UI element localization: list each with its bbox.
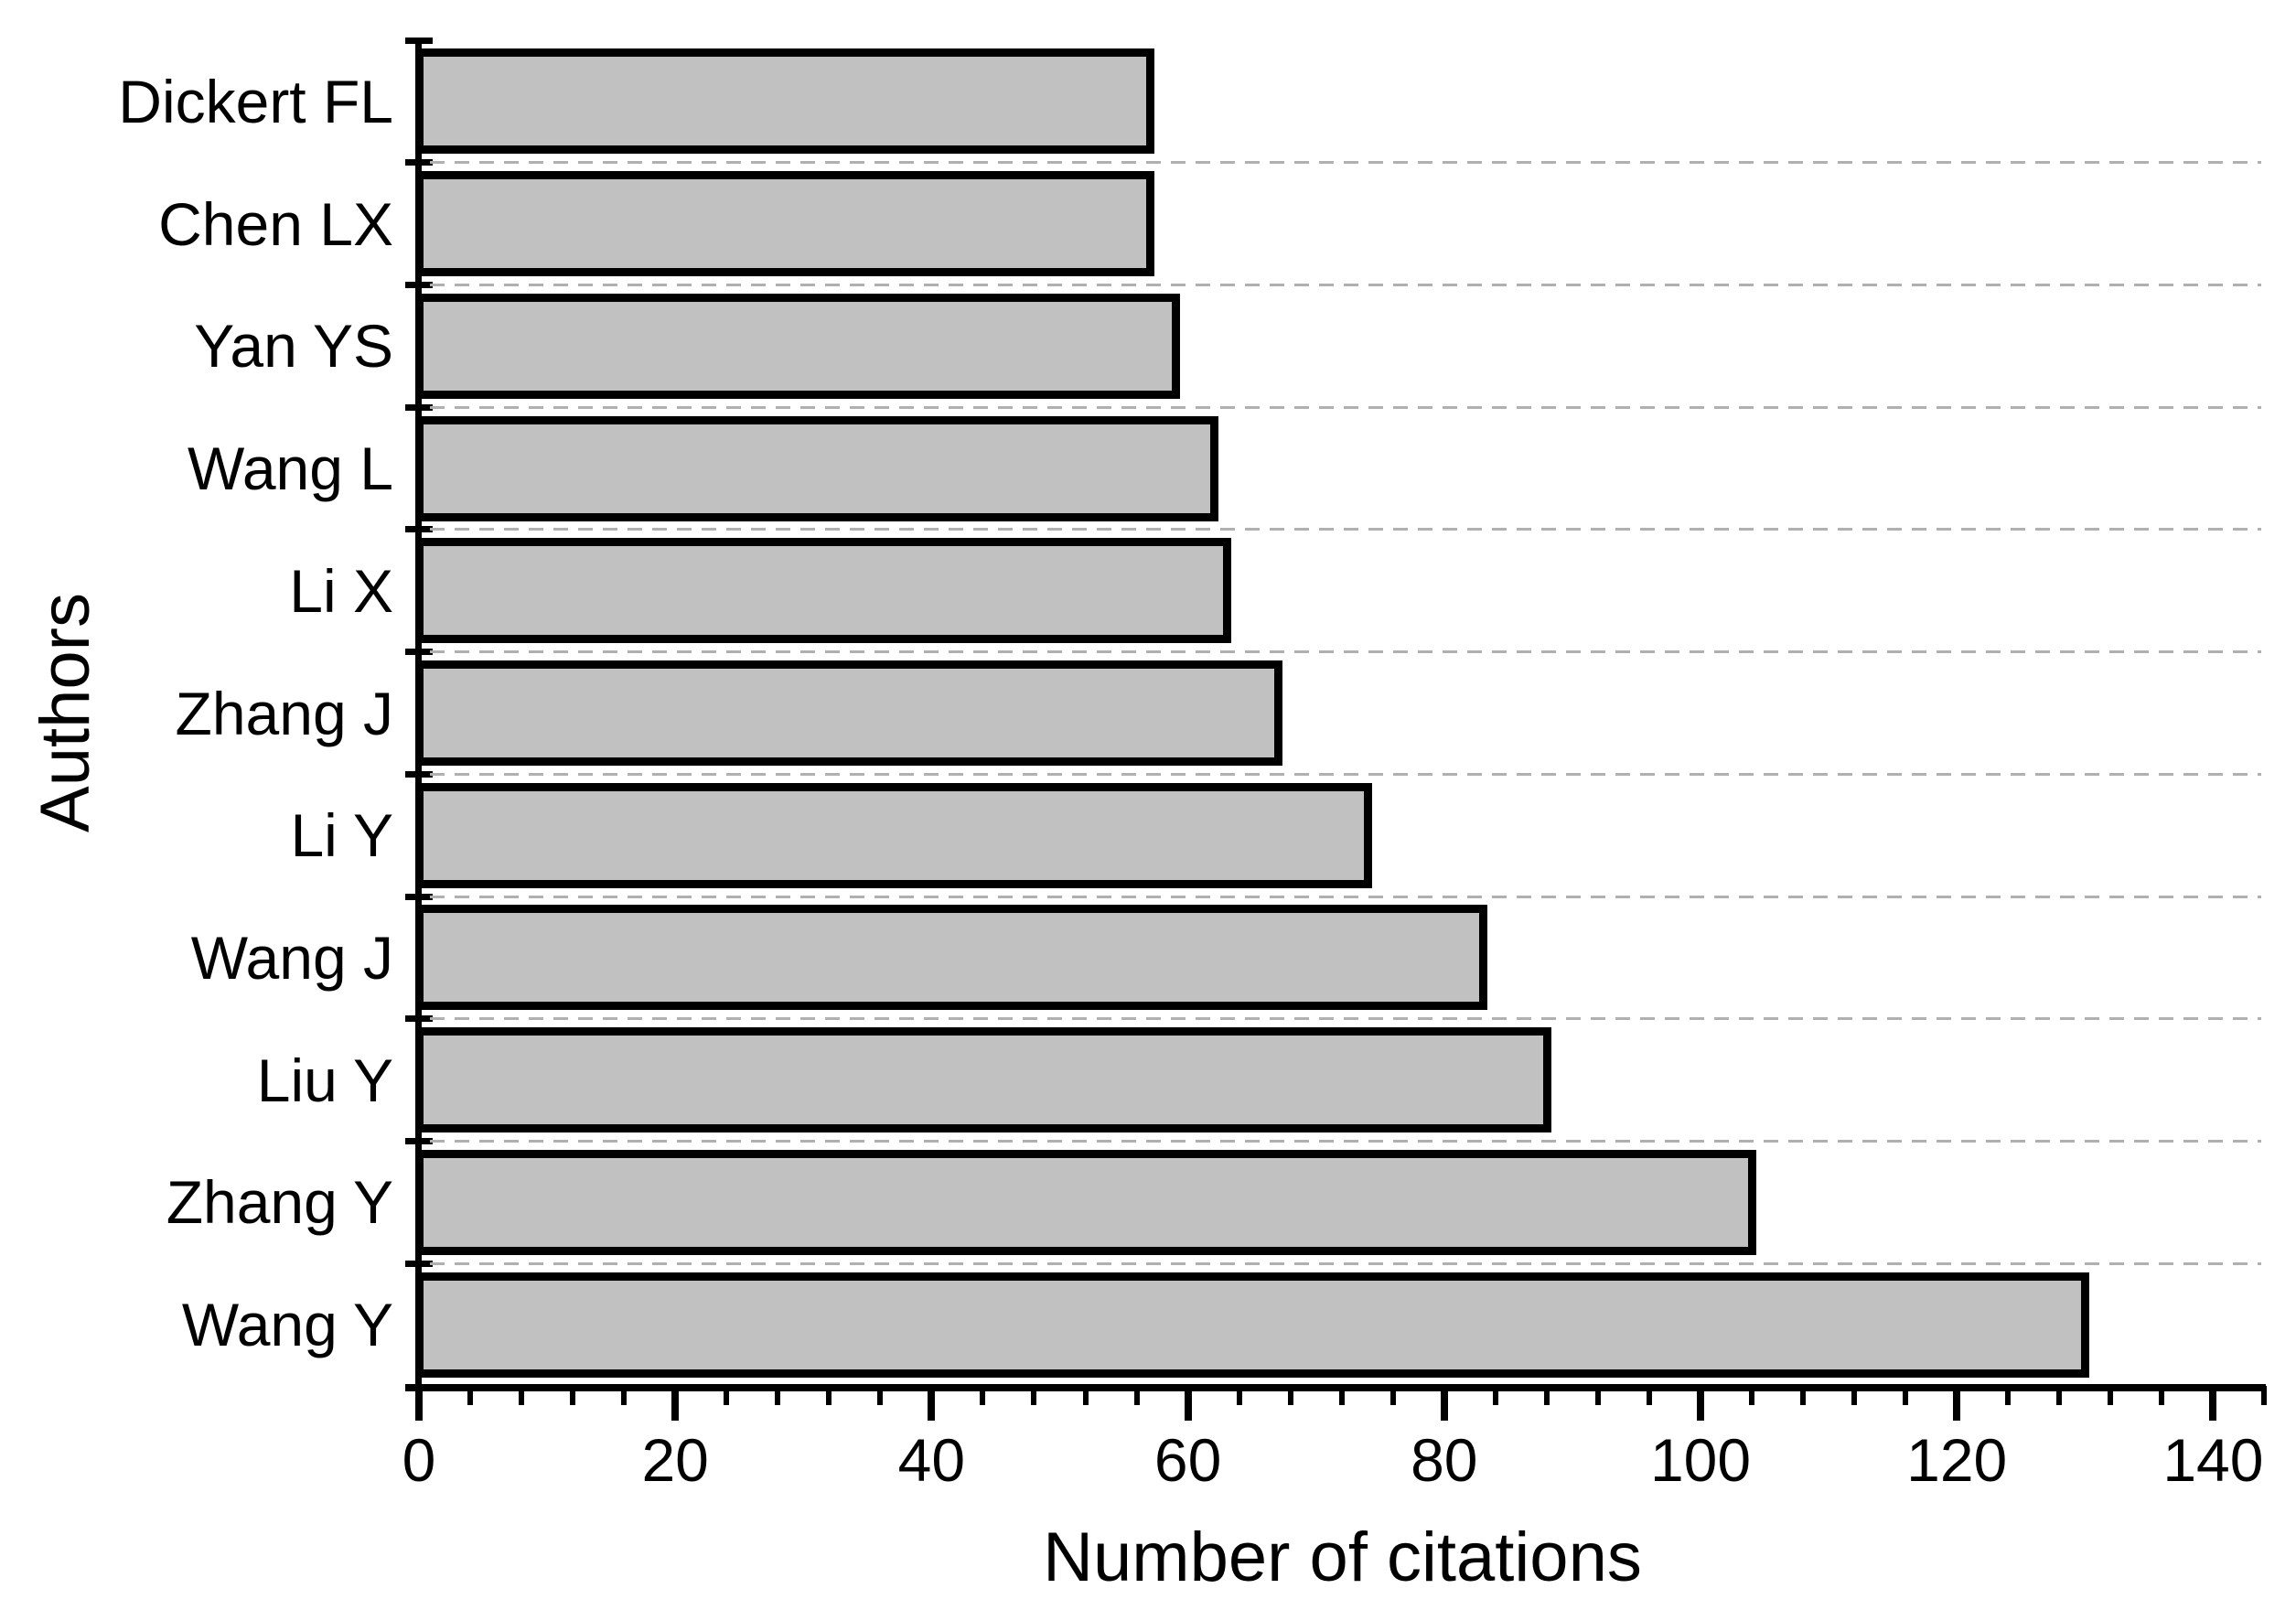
x-tick-label: 140 — [2162, 1426, 2264, 1494]
x-tick-minor — [1389, 1386, 1396, 1405]
bar-li-x — [415, 538, 1231, 644]
x-tick-label: 0 — [402, 1426, 436, 1494]
category-label: Liu Y — [256, 1046, 393, 1114]
x-tick-minor — [2261, 1386, 2268, 1405]
y-axis-tick — [405, 893, 433, 900]
x-tick-minor — [1851, 1386, 1858, 1405]
x-tick-minor — [1287, 1386, 1293, 1405]
y-axis-tick — [405, 403, 433, 411]
x-tick-minor — [2056, 1386, 2063, 1405]
gridline — [430, 283, 2261, 286]
x-tick-minor — [1749, 1386, 1755, 1405]
x-tick-minor — [1646, 1386, 1652, 1405]
y-axis-tick — [405, 37, 433, 44]
bar-yan-ys — [415, 293, 1180, 399]
x-tick-major — [1440, 1386, 1448, 1421]
x-tick-label: 80 — [1411, 1426, 1478, 1494]
bar-chen-lx — [415, 171, 1154, 277]
x-tick-minor — [2005, 1386, 2012, 1405]
x-tick-minor — [1903, 1386, 1909, 1405]
y-axis-tick — [405, 159, 433, 166]
gridline — [430, 528, 2261, 531]
x-tick-minor — [570, 1386, 576, 1405]
x-tick-major — [2209, 1386, 2217, 1421]
y-axis-tick — [405, 1260, 433, 1267]
x-tick-minor — [519, 1386, 525, 1405]
gridline — [430, 895, 2261, 898]
category-label: Li X — [289, 556, 393, 625]
y-axis-tick — [405, 1015, 433, 1023]
bar-wang-l — [415, 415, 1218, 521]
x-tick-major — [1953, 1386, 1961, 1421]
gridline — [430, 1261, 2261, 1265]
x-tick-label: 60 — [1153, 1426, 1222, 1494]
x-tick-minor — [877, 1386, 884, 1405]
gridline — [430, 772, 2261, 776]
y-axis-tick — [405, 770, 433, 778]
x-tick-minor — [1594, 1386, 1601, 1405]
x-tick-major — [415, 1386, 423, 1421]
category-label: Zhang Y — [166, 1168, 393, 1237]
bar-wang-j — [415, 905, 1487, 1011]
bar-liu-y — [415, 1027, 1551, 1133]
x-tick-label: 100 — [1649, 1426, 1752, 1494]
x-tick-major — [1184, 1386, 1192, 1421]
x-tick-minor — [1338, 1386, 1345, 1405]
x-tick-minor — [2159, 1386, 2165, 1405]
y-axis-tick — [405, 281, 433, 288]
x-tick-major — [1697, 1386, 1704, 1421]
category-label: Wang Y — [181, 1291, 393, 1359]
category-label: Zhang J — [175, 679, 393, 747]
x-tick-minor — [1082, 1386, 1089, 1405]
x-tick-minor — [724, 1386, 730, 1405]
gridline — [430, 405, 2261, 409]
x-tick-minor — [775, 1386, 781, 1405]
x-tick-minor — [1133, 1386, 1140, 1405]
x-tick-minor — [1236, 1386, 1242, 1405]
x-tick-minor — [2108, 1386, 2114, 1405]
x-tick-minor — [467, 1386, 474, 1405]
category-label: Wang J — [190, 923, 393, 992]
category-label: Yan YS — [194, 312, 393, 381]
x-tick-minor — [980, 1386, 986, 1405]
y-axis-tick — [405, 1138, 433, 1145]
gridline — [430, 650, 2261, 654]
x-tick-minor — [1492, 1386, 1498, 1405]
x-tick-major — [928, 1386, 936, 1421]
x-axis-title: Number of citations — [1043, 1519, 1642, 1596]
x-tick-minor — [1031, 1386, 1037, 1405]
gridline — [430, 1017, 2261, 1021]
category-label: Dickert FL — [118, 67, 393, 135]
x-tick-minor — [1800, 1386, 1807, 1405]
y-axis-tick — [405, 526, 433, 533]
y-axis-tick — [405, 649, 433, 656]
bar-zhang-j — [415, 660, 1282, 766]
category-label: Chen LX — [158, 189, 393, 258]
bar-dickert-fl — [415, 48, 1154, 155]
x-tick-minor — [826, 1386, 832, 1405]
bar-zhang-y — [415, 1149, 1756, 1255]
x-tick-major — [671, 1386, 680, 1421]
x-tick-label: 120 — [1906, 1426, 2008, 1494]
x-tick-minor — [621, 1386, 628, 1405]
bar-wang-y — [415, 1272, 2089, 1378]
x-tick-label: 40 — [897, 1426, 966, 1494]
x-tick-minor — [1543, 1386, 1550, 1405]
bar-li-y — [415, 782, 1372, 888]
category-label: Wang L — [187, 435, 393, 503]
gridline — [430, 161, 2261, 165]
x-axis-line — [405, 1384, 2266, 1391]
gridline — [430, 1140, 2261, 1143]
x-tick-label: 20 — [641, 1426, 709, 1494]
category-label: Li Y — [290, 801, 393, 870]
